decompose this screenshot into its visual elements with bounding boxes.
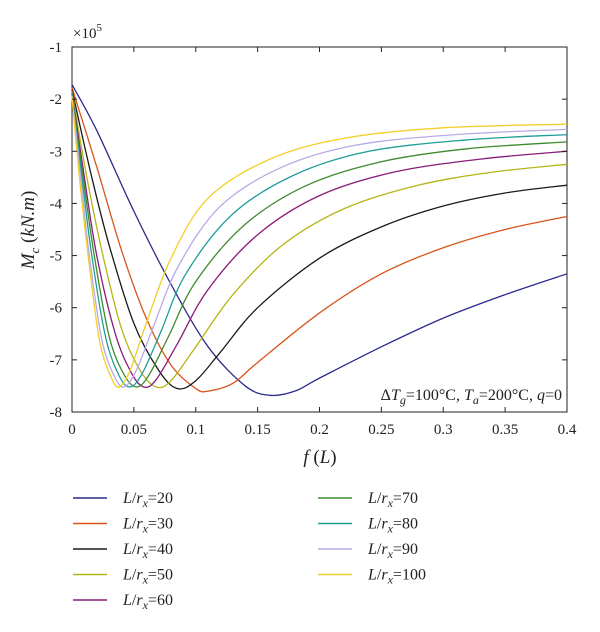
- ticks-group: 0 0.05 0.1 0.15 0.2 0.25 0.3 0.35 0.4 -8 -7 -6 -5 -4 -…: [50, 40, 577, 438]
- series-line-7: [71, 94, 568, 388]
- legend-label-6: L/rx=70: [367, 490, 418, 510]
- legend-label-5: L/rx=60: [122, 592, 173, 612]
- x-tick-label: 0: [68, 422, 76, 438]
- y-tick-label: -3: [50, 144, 63, 160]
- x-tick-label: 0.2: [310, 422, 329, 438]
- x-tick-label: 0.1: [186, 422, 205, 438]
- x-axis-label: f (L): [303, 447, 336, 468]
- legend-label-1: L/rx=20: [122, 490, 173, 510]
- x-tick-label: 0.25: [368, 422, 394, 438]
- series-line-8: [71, 95, 568, 388]
- y-tick-label: -1: [50, 40, 63, 56]
- x-tick-label: 0.35: [492, 422, 518, 438]
- series-line-9: [71, 96, 568, 388]
- x-tick-label: 0.05: [121, 422, 147, 438]
- series-line-1: [71, 84, 568, 397]
- legend-label-4: L/rx=50: [122, 567, 173, 587]
- y-tick-label: -5: [50, 249, 63, 265]
- y-tick-label: -8: [50, 405, 63, 421]
- x-tick-label: 0.4: [558, 422, 577, 438]
- legend: L/rx=20 L/rx=30 L/rx=40 L/rx=50 L/rx=60 L/rx=…: [73, 490, 426, 612]
- y-scale-label: ×105: [73, 22, 102, 42]
- y-tick-label: -7: [50, 353, 63, 369]
- series-line-4: [71, 91, 568, 389]
- legend-label-8: L/rx=90: [367, 541, 418, 561]
- plot-frame: [71, 46, 568, 413]
- series-line-5: [71, 92, 568, 388]
- x-tick-label: 0.3: [434, 422, 453, 438]
- y-axis-label: Mc (kN.m): [18, 191, 42, 271]
- chart-annotation: ΔTg=100°C, Ta=200°C, q=0: [381, 387, 562, 407]
- y-tick-label: -4: [50, 196, 63, 212]
- series-group: [71, 84, 568, 397]
- series-line-2: [71, 87, 568, 393]
- series-line-6: [71, 93, 568, 388]
- legend-label-3: L/rx=40: [122, 541, 173, 561]
- legend-label-7: L/rx=80: [367, 516, 418, 536]
- x-tick-label: 0.15: [245, 422, 271, 438]
- legend-label-2: L/rx=30: [122, 516, 173, 536]
- legend-label-9: L/rx=100: [367, 567, 426, 587]
- series-line-3: [71, 89, 568, 390]
- y-tick-label: -6: [50, 301, 63, 317]
- y-tick-label: -2: [50, 92, 63, 108]
